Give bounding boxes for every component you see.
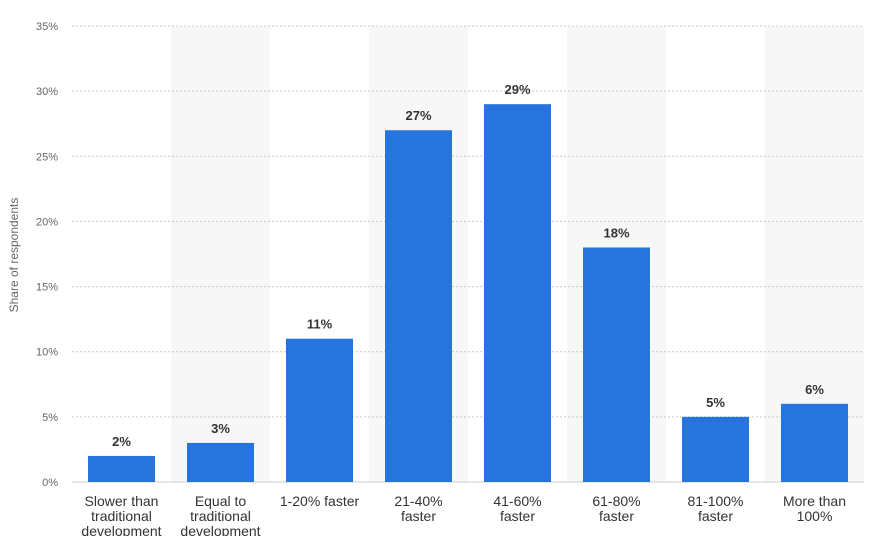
bar[interactable] — [286, 338, 353, 482]
x-tick-label: More than 100% — [783, 493, 846, 524]
data-label: 29% — [504, 82, 530, 97]
data-label: 2% — [112, 434, 131, 449]
data-label: 6% — [805, 382, 824, 397]
bar[interactable] — [187, 442, 254, 482]
x-tick-label: 21-40% faster — [394, 493, 442, 524]
y-tick-label: 5% — [42, 412, 58, 424]
bars — [88, 104, 848, 483]
x-tick-label: 1-20% faster — [280, 493, 360, 509]
y-tick-label: 10% — [36, 347, 58, 359]
y-axis-label: Share of respondents — [7, 198, 21, 313]
bar[interactable] — [88, 455, 155, 482]
y-tick-label: 30% — [36, 86, 58, 98]
x-tick-label: 81-100% faster — [687, 493, 743, 524]
y-axis-ticks: 0% 5% 10% 15% 20% 25% 30% 35% — [36, 21, 58, 489]
data-label: 3% — [211, 421, 230, 436]
x-tick-label: Equal to traditional development — [180, 493, 260, 536]
x-tick-label: 61-80% faster — [592, 493, 640, 524]
data-label: 18% — [603, 225, 629, 240]
data-labels: 2% 3% 11% 27% 29% 18% 5% 6% — [112, 82, 824, 449]
bar[interactable] — [583, 247, 650, 482]
bar[interactable] — [781, 403, 848, 482]
x-tick-label: Slower than traditional development — [81, 493, 161, 536]
y-tick-label: 20% — [36, 216, 58, 228]
category-band — [171, 26, 270, 482]
data-label: 5% — [706, 395, 725, 410]
y-tick-label: 35% — [36, 21, 58, 33]
y-tick-label: 25% — [36, 151, 58, 163]
bar[interactable] — [682, 416, 749, 482]
data-label: 27% — [405, 108, 431, 123]
y-tick-label: 0% — [42, 477, 58, 489]
x-tick-label: 41-60% faster — [493, 493, 541, 524]
bar[interactable] — [484, 104, 551, 483]
y-tick-label: 15% — [36, 282, 58, 294]
bar[interactable] — [385, 130, 452, 482]
x-axis-labels: Slower than traditional development Equal t… — [81, 493, 846, 536]
data-label: 11% — [307, 317, 333, 332]
